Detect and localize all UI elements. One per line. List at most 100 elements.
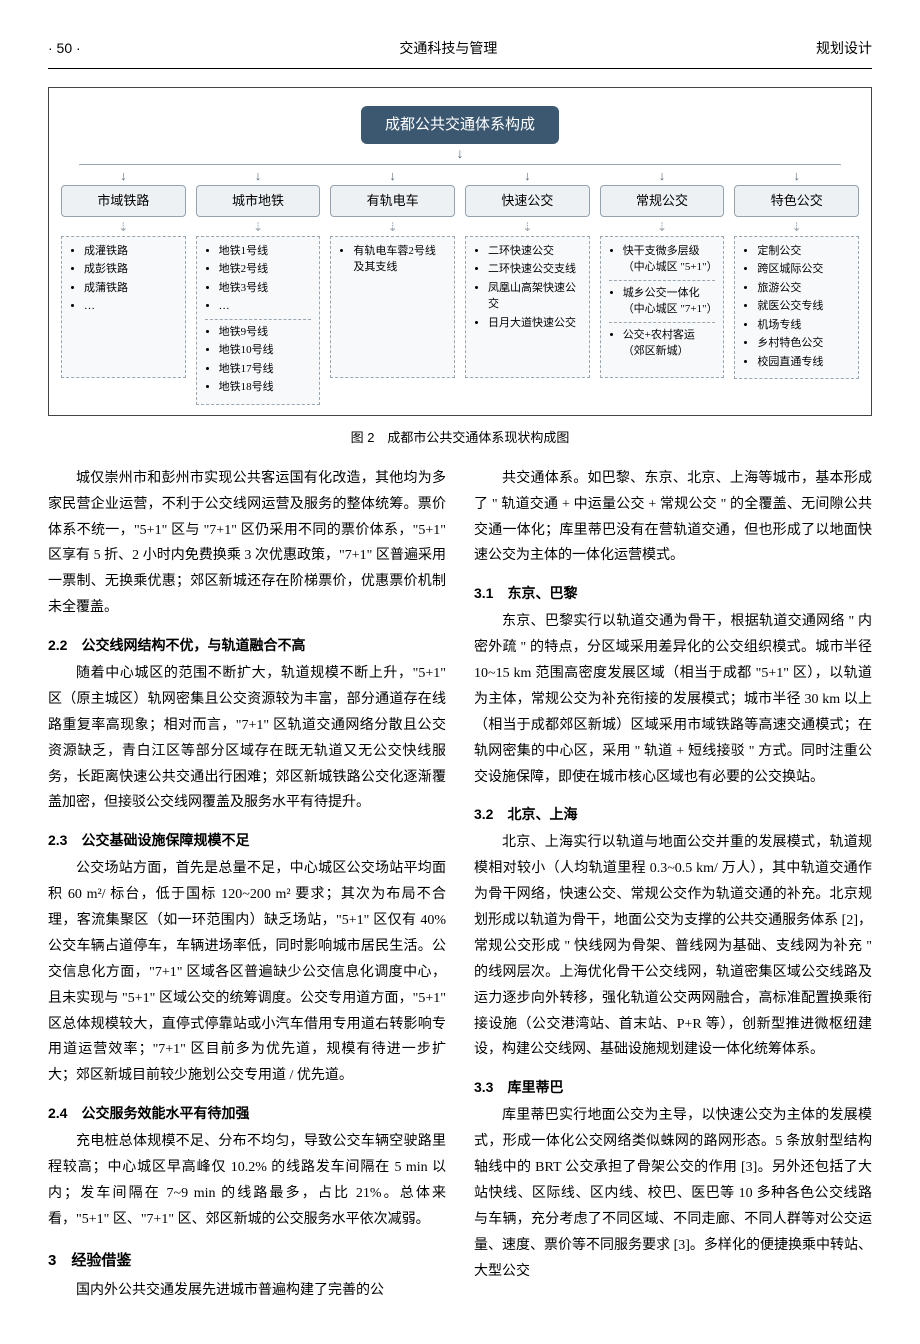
diagram-group-separator [609, 322, 716, 323]
diagram-items-box: 二环快速公交二环快速公交支线凤凰山高架快速公交日月大道快速公交 [465, 236, 590, 378]
diagram-column: ↓ 市域铁路 ⇣ 成灌铁路成彭铁路成蒲铁路… [61, 169, 186, 405]
para: 共交通体系。如巴黎、东京、北京、上海等城市，基本形成了 " 轨道交通 + 中运量… [474, 466, 872, 570]
diagram-item: 地铁3号线 [219, 280, 312, 297]
diagram-group-separator [205, 319, 312, 320]
diagram-item-list: 定制公交跨区城际公交旅游公交就医公交专线机场专线乡村特色公交校园直通专线 [743, 243, 850, 371]
col-arrow-dashed-icon: ⇣ [330, 221, 455, 233]
diagram-items-box: 成灌铁路成彭铁路成蒲铁路… [61, 236, 186, 378]
heading-2-2: 2.2 公交线网结构不优，与轨道融合不高 [48, 633, 446, 659]
diagram-item: … [84, 298, 177, 315]
header-rule [48, 68, 872, 69]
diagram-item-list: 公交+农村客运（郊区新城） [609, 327, 716, 360]
diagram-item: 地铁18号线 [219, 379, 312, 396]
diagram-item-list: 有轨电车蓉2号线及其支线 [339, 243, 446, 276]
diagram-column-head: 常规公交 [600, 185, 725, 217]
para: 东京、巴黎实行以轨道交通为骨干，根据轨道交通网络 " 内密外疏 " 的特点，分区… [474, 609, 872, 790]
journal-title: 交通科技与管理 [399, 36, 497, 62]
diagram-column-head: 市域铁路 [61, 185, 186, 217]
diagram-group-separator [609, 280, 716, 281]
page: · 50 · 交通科技与管理 规划设计 成都公共交通体系构成 ↓ ↓ 市域铁路 ⇣ 成… [0, 0, 920, 1344]
figure-caption: 图 2 成都市公共交通体系现状构成图 [48, 426, 872, 450]
diagram-item-list: 成灌铁路成彭铁路成蒲铁路… [70, 243, 177, 315]
col-arrow-dashed-icon: ⇣ [600, 221, 725, 233]
diagram-item-list: 二环快速公交二环快速公交支线凤凰山高架快速公交日月大道快速公交 [474, 243, 581, 332]
col-arrow-icon: ↓ [465, 169, 590, 182]
col-arrow-dashed-icon: ⇣ [61, 221, 186, 233]
diagram-item: 二环快速公交 [488, 243, 581, 260]
diagram-item: 旅游公交 [757, 280, 850, 297]
diagram-item: 地铁1号线 [219, 243, 312, 260]
diagram-item: 城乡公交一体化（中心城区 "7+1"） [623, 285, 716, 318]
col-arrow-icon: ↓ [734, 169, 859, 182]
col-arrow-icon: ↓ [330, 169, 455, 182]
para: 国内外公共交通发展先进城市普遍构建了完善的公 [48, 1278, 446, 1304]
diagram-item-list: 地铁9号线地铁10号线地铁17号线地铁18号线 [205, 324, 312, 396]
heading-2-3: 2.3 公交基础设施保障规模不足 [48, 828, 446, 854]
diagram-item: 乡村特色公交 [757, 335, 850, 352]
diagram-items-box: 定制公交跨区城际公交旅游公交就医公交专线机场专线乡村特色公交校园直通专线 [734, 236, 859, 380]
diagram-column: ↓ 常规公交 ⇣ 快干支微多层级（中心城区 "5+1"） 城乡公交一体化（中心城区 "7… [600, 169, 725, 405]
col-arrow-icon: ↓ [600, 169, 725, 182]
diagram-column: ↓ 快速公交 ⇣ 二环快速公交二环快速公交支线凤凰山高架快速公交日月大道快速公交 [465, 169, 590, 405]
col-arrow-dashed-icon: ⇣ [465, 221, 590, 233]
heading-3-3: 3.3 库里蒂巴 [474, 1075, 872, 1101]
diagram-item-list: 地铁1号线地铁2号线地铁3号线… [205, 243, 312, 315]
para: 充电桩总体规模不足、分布不均匀，导致公交车辆空驶路里程较高；中心城区早高峰仅 1… [48, 1129, 446, 1233]
diagram-item: 地铁9号线 [219, 324, 312, 341]
figure-2-diagram: 成都公共交通体系构成 ↓ ↓市域铁路⇣成灌铁路成彭铁路成蒲铁路…↓城市地铁⇣地铁… [48, 87, 872, 416]
heading-3-2: 3.2 北京、上海 [474, 802, 872, 828]
diagram-item: 地铁2号线 [219, 261, 312, 278]
para: 城仅崇州市和彭州市实现公共客运国有化改造，其他均为多家民营企业运营，不利于公交线… [48, 466, 446, 621]
left-column: 城仅崇州市和彭州市实现公共客运国有化改造，其他均为多家民营企业运营，不利于公交线… [48, 466, 446, 1305]
diagram-item: … [219, 298, 312, 315]
diagram-item: 有轨电车蓉2号线及其支线 [353, 243, 446, 276]
para: 北京、上海实行以轨道与地面公交并重的发展模式，轨道规模相对较小（人均轨道里程 0… [474, 830, 872, 1063]
diagram-column-head: 特色公交 [734, 185, 859, 217]
diagram-item: 成蒲铁路 [84, 280, 177, 297]
right-column: 共交通体系。如巴黎、东京、北京、上海等城市，基本形成了 " 轨道交通 + 中运量… [474, 466, 872, 1305]
diagram-column: ↓ 特色公交 ⇣ 定制公交跨区城际公交旅游公交就医公交专线机场专线乡村特色公交校园直通… [734, 169, 859, 405]
diagram-item: 就医公交专线 [757, 298, 850, 315]
diagram-column: ↓ 有轨电车 ⇣ 有轨电车蓉2号线及其支线 [330, 169, 455, 405]
page-header: · 50 · 交通科技与管理 规划设计 [48, 36, 872, 62]
diagram-item: 二环快速公交支线 [488, 261, 581, 278]
heading-2-4: 2.4 公交服务效能水平有待加强 [48, 1101, 446, 1127]
col-arrow-dashed-icon: ⇣ [734, 221, 859, 233]
heading-3: 3 经验借鉴 [48, 1247, 446, 1275]
col-arrow-icon: ↓ [61, 169, 186, 182]
diagram-item: 校园直通专线 [757, 354, 850, 371]
diagram-item: 快干支微多层级（中心城区 "5+1"） [623, 243, 716, 276]
diagram-item: 日月大道快速公交 [488, 315, 581, 332]
diagram-item: 定制公交 [757, 243, 850, 260]
diagram-items-box: 快干支微多层级（中心城区 "5+1"） 城乡公交一体化（中心城区 "7+1"） 公交… [600, 236, 725, 378]
diagram-item-list: 城乡公交一体化（中心城区 "7+1"） [609, 285, 716, 318]
diagram-item: 凤凰山高架快速公交 [488, 280, 581, 313]
diagram-item: 地铁17号线 [219, 361, 312, 378]
section-name: 规划设计 [816, 36, 872, 62]
diagram-item: 成彭铁路 [84, 261, 177, 278]
para: 库里蒂巴实行地面公交为主导，以快速公交为主体的发展模式，形成一体化公交网络类似蛛… [474, 1103, 872, 1284]
para: 公交场站方面，首先是总量不足，中心城区公交场站平均面积 60 m²/ 标台，低于… [48, 856, 446, 1089]
diagram-item-list: 快干支微多层级（中心城区 "5+1"） [609, 243, 716, 276]
diagram-items-box: 地铁1号线地铁2号线地铁3号线… 地铁9号线地铁10号线地铁17号线地铁18号线 [196, 236, 321, 405]
diagram-root-node: 成都公共交通体系构成 [361, 106, 559, 144]
diagram-column: ↓城市地铁⇣地铁1号线地铁2号线地铁3号线…地铁9号线地铁10号线地铁17号线地… [196, 169, 321, 405]
heading-3-1: 3.1 东京、巴黎 [474, 581, 872, 607]
body-columns: 城仅崇州市和彭州市实现公共客运国有化改造，其他均为多家民营企业运营，不利于公交线… [48, 466, 872, 1305]
diagram-column-head: 快速公交 [465, 185, 590, 217]
diagram-column-head: 城市地铁 [196, 185, 321, 217]
diagram-item: 成灌铁路 [84, 243, 177, 260]
diagram-item: 跨区城际公交 [757, 261, 850, 278]
diagram-item: 公交+农村客运（郊区新城） [623, 327, 716, 360]
diagram-column-head: 有轨电车 [330, 185, 455, 217]
col-arrow-dashed-icon: ⇣ [196, 221, 321, 233]
diagram-item: 地铁10号线 [219, 342, 312, 359]
page-number: · 50 · [48, 36, 81, 62]
diagram-split-line [79, 164, 841, 165]
diagram-items-box: 有轨电车蓉2号线及其支线 [330, 236, 455, 378]
col-arrow-icon: ↓ [196, 169, 321, 182]
para: 随着中心城区的范围不断扩大，轨道规模不断上升，"5+1" 区（原主城区）轨网密集… [48, 661, 446, 816]
diagram-item: 机场专线 [757, 317, 850, 334]
diagram-arrow-down: ↓ [61, 148, 859, 162]
diagram-columns: ↓市域铁路⇣成灌铁路成彭铁路成蒲铁路…↓城市地铁⇣地铁1号线地铁2号线地铁3号线… [61, 169, 859, 405]
